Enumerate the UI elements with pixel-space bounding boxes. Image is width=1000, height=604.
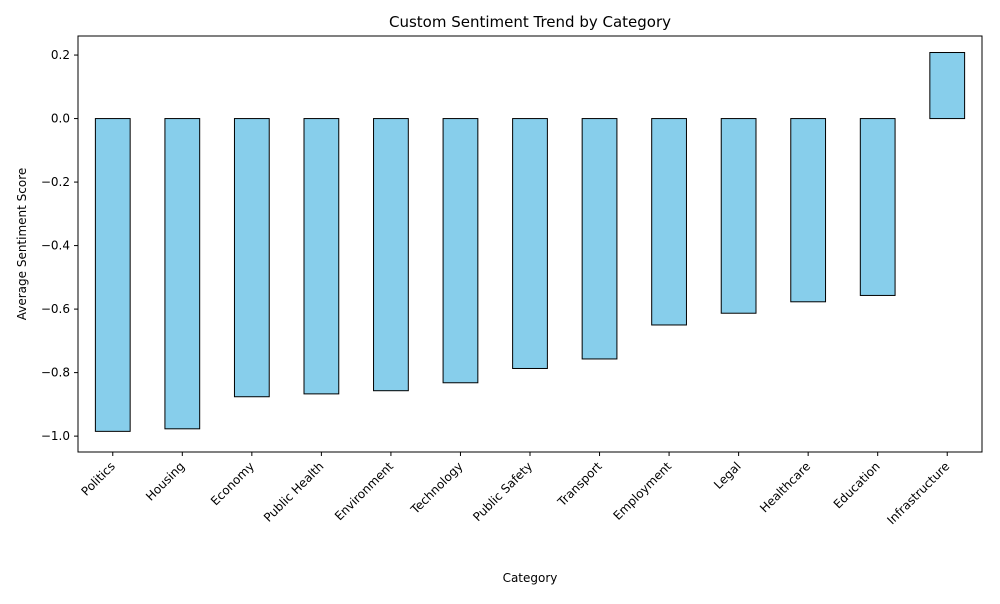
bar-economy [233,118,270,398]
x-tick-label: Public Health [261,459,327,525]
y-tick-label: 0.2 [51,48,70,62]
bar-environment [373,118,409,392]
x-tick-label: Transport [554,459,605,510]
x-tick-label: Healthcare [757,459,813,515]
bar-housing [164,118,201,430]
plot-marks [94,52,966,432]
bar-transport [581,118,618,360]
bar-public-health [303,118,340,395]
x-axis: Politics Housing Economy Public Health Envir… [78,452,952,527]
x-tick-label: Education [831,459,883,511]
y-tick-label: −0.4 [41,239,70,253]
bar-politics [94,118,131,432]
bar-healthcare [790,118,827,303]
x-tick-label: Politics [78,459,117,498]
x-tick-label: Employment [611,459,675,523]
bar-public-safety [512,118,548,369]
bar-employment [651,118,687,326]
chart-title: Custom Sentiment Trend by Category [389,13,671,31]
y-axis: −1.0 −0.8 −0.6 −0.4 −0.2 0.0 0.2 [41,48,78,443]
x-tick-label: Infrastructure [884,459,952,527]
y-tick-label: −0.8 [41,366,70,380]
bar-infrastructure [929,52,966,120]
y-tick-label: −0.2 [41,175,70,189]
x-axis-label: Category [503,571,558,585]
bar-technology [442,118,479,384]
y-tick-label: −0.6 [41,302,70,316]
y-tick-label: 0.0 [51,112,70,126]
x-tick-label: Housing [143,459,187,503]
y-tick-label: −1.0 [41,429,70,443]
x-tick-label: Economy [208,459,257,508]
x-tick-label: Technology [407,459,465,517]
x-tick-label: Legal [711,459,744,492]
x-tick-label: Environment [332,459,396,523]
bar-education [859,118,896,296]
y-axis-label: Average Sentiment Score [15,168,29,321]
x-tick-label: Public Safety [470,459,535,524]
bar-legal [720,118,757,314]
